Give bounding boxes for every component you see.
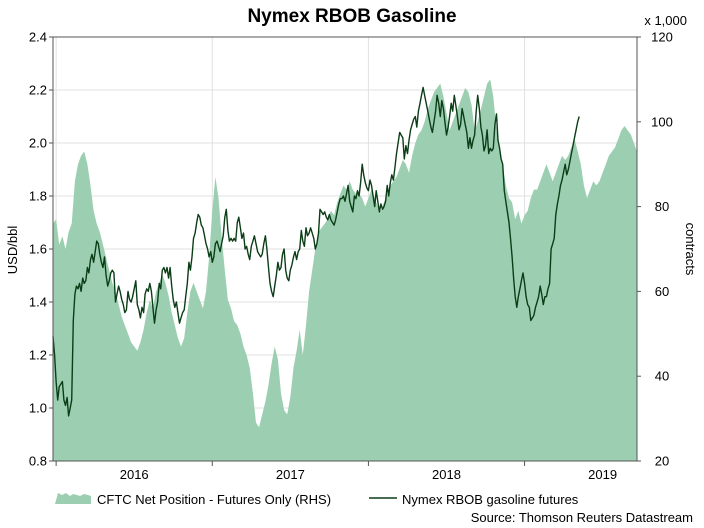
x-tick-label: 2017 [276, 467, 305, 482]
cftc-net-position-area [53, 79, 637, 462]
right-tick-label: 120 [651, 30, 673, 45]
legend-label-net-position: CFTC Net Position - Futures Only (RHS) [97, 492, 331, 507]
right-tick-label: 80 [655, 199, 669, 214]
rbob-futures-line [52, 86, 580, 417]
source-note: Source: Thomson Reuters Datastream [471, 510, 693, 525]
left-tick-label: 2.2 [29, 83, 47, 98]
right-tick-label: 60 [655, 284, 669, 299]
right-axis-ticks: 20 40 60 80 100 120 [637, 30, 673, 469]
left-tick-label: 2.0 [29, 136, 47, 151]
left-tick-label: 2.4 [29, 30, 47, 45]
chart-title: Nymex RBOB Gasoline [247, 6, 456, 27]
right-tick-label: 20 [655, 454, 669, 469]
line-series-layer [52, 86, 580, 417]
x-tick-label: 2018 [432, 467, 461, 482]
legend: CFTC Net Position - Futures Only (RHS) N… [55, 492, 579, 507]
legend-area-swatch [55, 493, 91, 504]
right-axis-multiplier: x 1,000 [644, 13, 687, 28]
left-tick-label: 1.2 [29, 348, 47, 363]
right-tick-label: 100 [651, 114, 673, 129]
left-tick-label: 0.8 [29, 454, 47, 469]
right-axis-label: contracts [683, 223, 698, 276]
x-tick-label: 2019 [588, 467, 617, 482]
left-axis-ticks: 0.8 1.0 1.2 1.4 1.6 1.8 2.0 2.2 2.4 [29, 30, 53, 469]
left-axis-label: USD/bbl [5, 226, 20, 275]
left-tick-label: 1.6 [29, 242, 47, 257]
left-tick-label: 1.4 [29, 295, 47, 310]
left-tick-label: 1.8 [29, 189, 47, 204]
x-axis-ticks: 2016 2017 2018 2019 [55, 461, 617, 482]
right-tick-label: 40 [655, 369, 669, 384]
legend-label-rbob-futures: Nymex RBOB gasoline futures [402, 492, 579, 507]
area-series-layer [53, 79, 637, 462]
left-tick-label: 1.0 [29, 401, 47, 416]
x-tick-label: 2016 [120, 467, 149, 482]
